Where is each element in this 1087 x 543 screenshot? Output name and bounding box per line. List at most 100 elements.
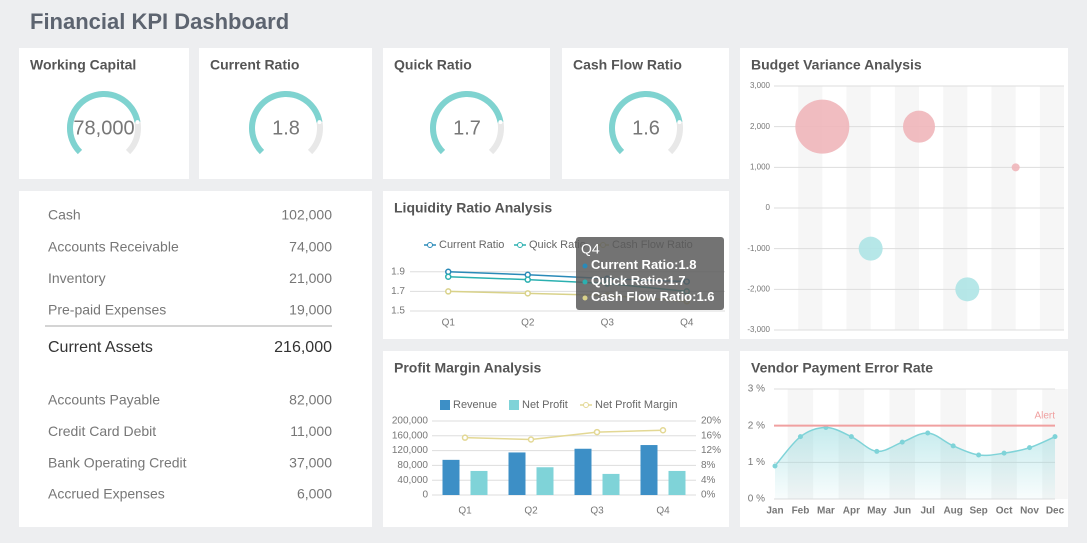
y-tick-label: 1 % [748, 457, 765, 468]
tooltip-series: Quick Ratio [591, 273, 663, 288]
legend-label: Quick Ratio [529, 239, 586, 251]
kpi-value: 78,000 [73, 117, 134, 139]
x-tick-label: May [867, 506, 887, 517]
x-tick-label: Q4 [656, 506, 670, 517]
point [772, 463, 778, 469]
gauge-fill [249, 91, 323, 155]
gauge-knob [677, 120, 682, 125]
point [1027, 445, 1033, 451]
legend-label: Net Profit [522, 399, 568, 411]
x-tick-label: Q1 [442, 318, 456, 329]
card [199, 48, 372, 179]
x-tick-label: Mar [817, 506, 835, 517]
legend-label: Net Profit Margin [595, 399, 678, 411]
gauge-knob [317, 120, 322, 125]
threshold-label: Alert [1034, 410, 1055, 421]
row-value: 74,000 [289, 238, 332, 254]
y-tick-label: 1.9 [391, 266, 405, 277]
legend-marker [440, 400, 450, 410]
row-label: Accounts Payable [48, 392, 160, 408]
tooltip-value: 1.8 [678, 257, 696, 272]
y-tick-label: 40,000 [397, 475, 428, 486]
tooltip-series: Current Ratio [591, 257, 674, 272]
point [899, 439, 905, 445]
tooltip-value: 1.6 [696, 289, 714, 304]
x-tick-label: Sep [969, 506, 987, 517]
tooltip-sep: : [692, 289, 696, 304]
point [848, 434, 854, 440]
x-tick-label: Jul [921, 506, 936, 517]
card [383, 351, 729, 527]
point [874, 448, 880, 454]
tooltip-sep: : [674, 257, 678, 272]
page-title: Financial KPI Dashboard [30, 9, 289, 34]
point [524, 276, 531, 283]
x-tick-label: Feb [792, 506, 810, 517]
bubble [955, 277, 980, 302]
y-tick-label: 80,000 [397, 460, 428, 471]
y-tick-label: 0 [422, 490, 428, 501]
y-tick-label: 16% [701, 430, 721, 441]
tooltip-sep: : [663, 273, 667, 288]
legend-marker [427, 242, 433, 248]
row-label: Inventory [48, 270, 106, 286]
bar [668, 470, 686, 495]
point [925, 430, 931, 436]
row-value: 37,000 [289, 454, 332, 470]
point [659, 427, 667, 434]
kpi-label: Working Capital [30, 57, 136, 73]
bubble [903, 110, 935, 143]
point [445, 273, 452, 280]
x-tick-label: Aug [943, 506, 962, 517]
point [527, 436, 535, 443]
y-tick-label: 1.7 [391, 286, 405, 297]
point [593, 428, 601, 436]
x-tick-label: Jan [766, 506, 783, 517]
tooltip-value: 1.7 [668, 273, 686, 288]
bubble [795, 99, 850, 154]
kpi-value: 1.8 [272, 117, 300, 139]
tooltip-row: Current Ratio:1.8 [591, 257, 696, 272]
bar [602, 473, 620, 495]
gauge-knob [135, 120, 140, 125]
y-tick-label: 4% [701, 475, 716, 486]
chart-title: Liquidity Ratio Analysis [394, 200, 552, 216]
y-tick-label: 0% [701, 490, 716, 501]
point [1001, 450, 1007, 456]
kpi-label: Cash Flow Ratio [573, 57, 682, 73]
x-tick-label: Q4 [680, 318, 694, 329]
tooltip-bullet [582, 295, 588, 301]
y-tick-label: 3,000 [750, 81, 771, 90]
row-label: Accrued Expenses [48, 486, 165, 502]
tooltip-series: Cash Flow Ratio [591, 289, 692, 304]
row-value: 102,000 [281, 207, 332, 223]
x-tick-label: Q3 [590, 506, 604, 517]
point [524, 290, 531, 297]
y-tick-label: 20% [701, 416, 721, 427]
y-tick-label: 120,000 [392, 445, 429, 456]
y-tick-label: 160,000 [392, 430, 429, 441]
row-label: Bank Operating Credit [48, 454, 187, 470]
y-tick-label: 200,000 [392, 416, 429, 427]
area [775, 427, 1055, 499]
row-value: 82,000 [289, 392, 332, 408]
bubble [1011, 163, 1020, 172]
legend-marker [509, 400, 519, 410]
y-tick-label: -1,000 [747, 244, 770, 253]
legend-label: Current Ratio [439, 239, 504, 251]
point [950, 443, 956, 449]
y-tick-label: 1.5 [391, 306, 405, 317]
chart-title: Vendor Payment Error Rate [751, 360, 933, 376]
gauge-fill [67, 91, 141, 155]
x-tick-label: Apr [843, 506, 860, 517]
y-tick-label: 2 % [748, 420, 765, 431]
bar [442, 459, 460, 495]
x-tick-label: Jun [893, 506, 911, 517]
tooltip-bullet [582, 263, 588, 269]
gauge-fill [430, 91, 504, 155]
row-label: Current Assets [48, 339, 153, 356]
row-value: 6,000 [297, 486, 332, 502]
y-tick-label: 0 % [748, 494, 765, 505]
row-label: Credit Card Debit [48, 423, 156, 439]
bar [536, 467, 554, 495]
